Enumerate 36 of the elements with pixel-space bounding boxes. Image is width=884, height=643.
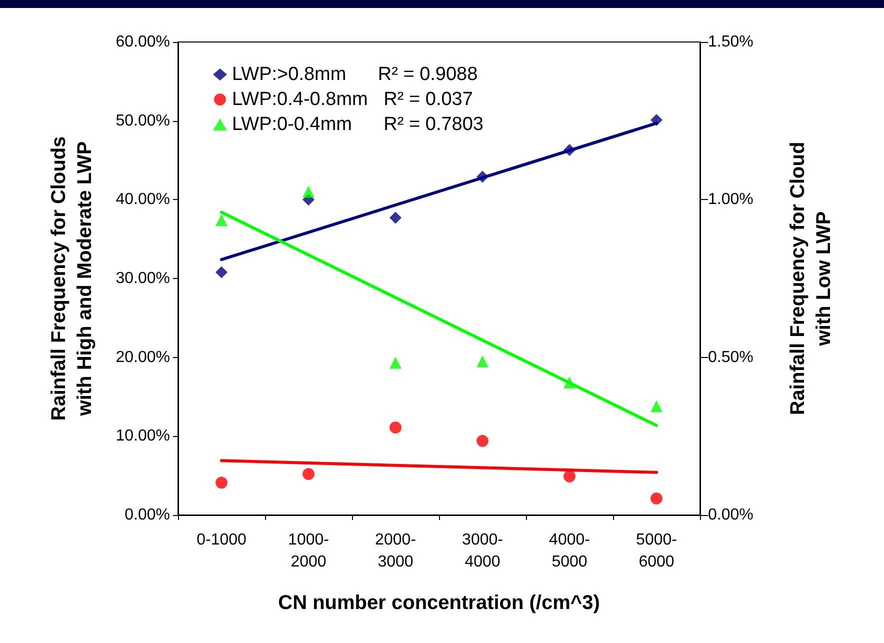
point xyxy=(390,356,402,369)
y-tick-label: 0.00% xyxy=(124,506,170,524)
y2-tick-label: 0.00% xyxy=(708,506,754,524)
point xyxy=(216,214,228,226)
x-tick-label: 4000- 5000 xyxy=(549,532,590,570)
point xyxy=(650,400,662,412)
y2-tick-label: 1.00% xyxy=(708,191,754,208)
point xyxy=(302,186,314,198)
legend-label: LWP:>0.8mm R² = 0.9088 xyxy=(232,64,478,85)
legend-label: LWP:0-0.4mm R² = 0.7803 xyxy=(232,114,484,135)
point xyxy=(476,355,488,368)
point xyxy=(476,434,488,447)
y2-tick-label: 0.50% xyxy=(708,348,754,366)
x-tick-label: 3000- 4000 xyxy=(462,532,503,570)
y2-tick-label: 1.50% xyxy=(708,34,754,50)
y-tick-label: 30.00% xyxy=(116,270,170,287)
x-tick-label: 0-1000 xyxy=(196,532,247,548)
y2-axis-title: Rainfall Frequency for Cloud with Low LWP xyxy=(787,142,835,416)
point xyxy=(564,470,576,482)
x-axis-title: CN number concentration (/cm^3) xyxy=(278,592,600,614)
y-tick-label: 40.00% xyxy=(116,191,170,208)
x-tick-label: 2000- 3000 xyxy=(375,532,416,570)
x-tick-label: 5000- 6000 xyxy=(636,532,677,570)
point xyxy=(390,422,402,434)
y-tick-label: 20.00% xyxy=(116,348,170,366)
point xyxy=(302,468,314,480)
y-tick-label: 50.00% xyxy=(116,112,170,130)
y-axis-title: Rainfall Frequency for Clouds with High and Moderate LWP xyxy=(48,136,96,421)
y-tick-label: 60.00% xyxy=(116,34,170,50)
point xyxy=(390,212,402,224)
point xyxy=(650,492,662,504)
y-tick-label: 10.00% xyxy=(116,428,170,445)
legend-label: LWP:0.4-0.8mm R² = 0.037 xyxy=(232,89,473,110)
point xyxy=(216,476,228,489)
x-tick-label: 1000- 2000 xyxy=(288,532,329,570)
point xyxy=(216,266,228,278)
